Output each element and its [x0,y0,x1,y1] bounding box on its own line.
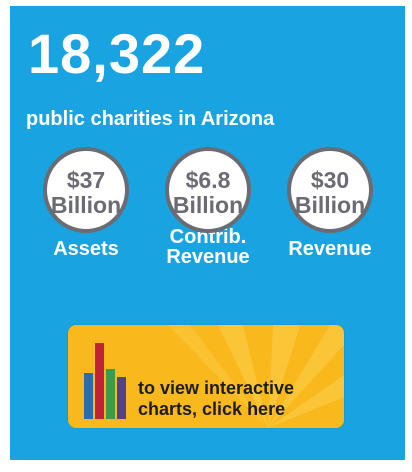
stat-revenue-label: Revenue [260,239,400,259]
cta-line2[interactable]: charts, click here [138,399,286,419]
charity-count: 18,322 [28,22,206,85]
bar-chart-icon [84,343,126,419]
stat-assets: $37 Billion Assets [16,147,156,259]
interactive-charts-text[interactable]: to view interactive charts, click here [138,378,338,420]
interactive-charts-link[interactable]: to view interactive charts, click here [68,325,344,428]
stat-assets-circle: $37 Billion [43,147,129,233]
stat-revenue-label-line1: Revenue [288,238,372,260]
charity-count-description: public charities in Arizona [26,108,275,130]
stat-contrib-revenue: $6.8 Billion Contrib. Revenue [138,147,278,267]
stat-contrib-revenue-label: Contrib. Revenue [138,227,278,267]
stat-revenue: $30 Billion Revenue [260,147,400,259]
cta-line1[interactable]: to view interactive [138,378,295,398]
stat-contrib-revenue-label-line2: Revenue [166,246,250,268]
stat-assets-label: Assets [16,239,156,259]
stat-contrib-revenue-amount: $6.8 [185,167,231,193]
stat-contrib-revenue-circle: $6.8 Billion [165,147,251,233]
stat-revenue-amount: $30 [310,167,350,193]
charity-stats-panel: 18,322 public charities in Arizona $37 B… [10,6,405,460]
stat-revenue-unit: Billion [294,192,366,218]
stat-assets-unit: Billion [50,192,122,218]
stat-contrib-revenue-unit: Billion [172,192,244,218]
stat-contrib-revenue-label-line1: Contrib. [169,226,247,248]
stat-assets-amount: $37 [66,167,106,193]
stat-revenue-circle: $30 Billion [287,147,373,233]
stat-assets-label-line1: Assets [53,238,119,260]
sunburst-background [168,325,344,428]
